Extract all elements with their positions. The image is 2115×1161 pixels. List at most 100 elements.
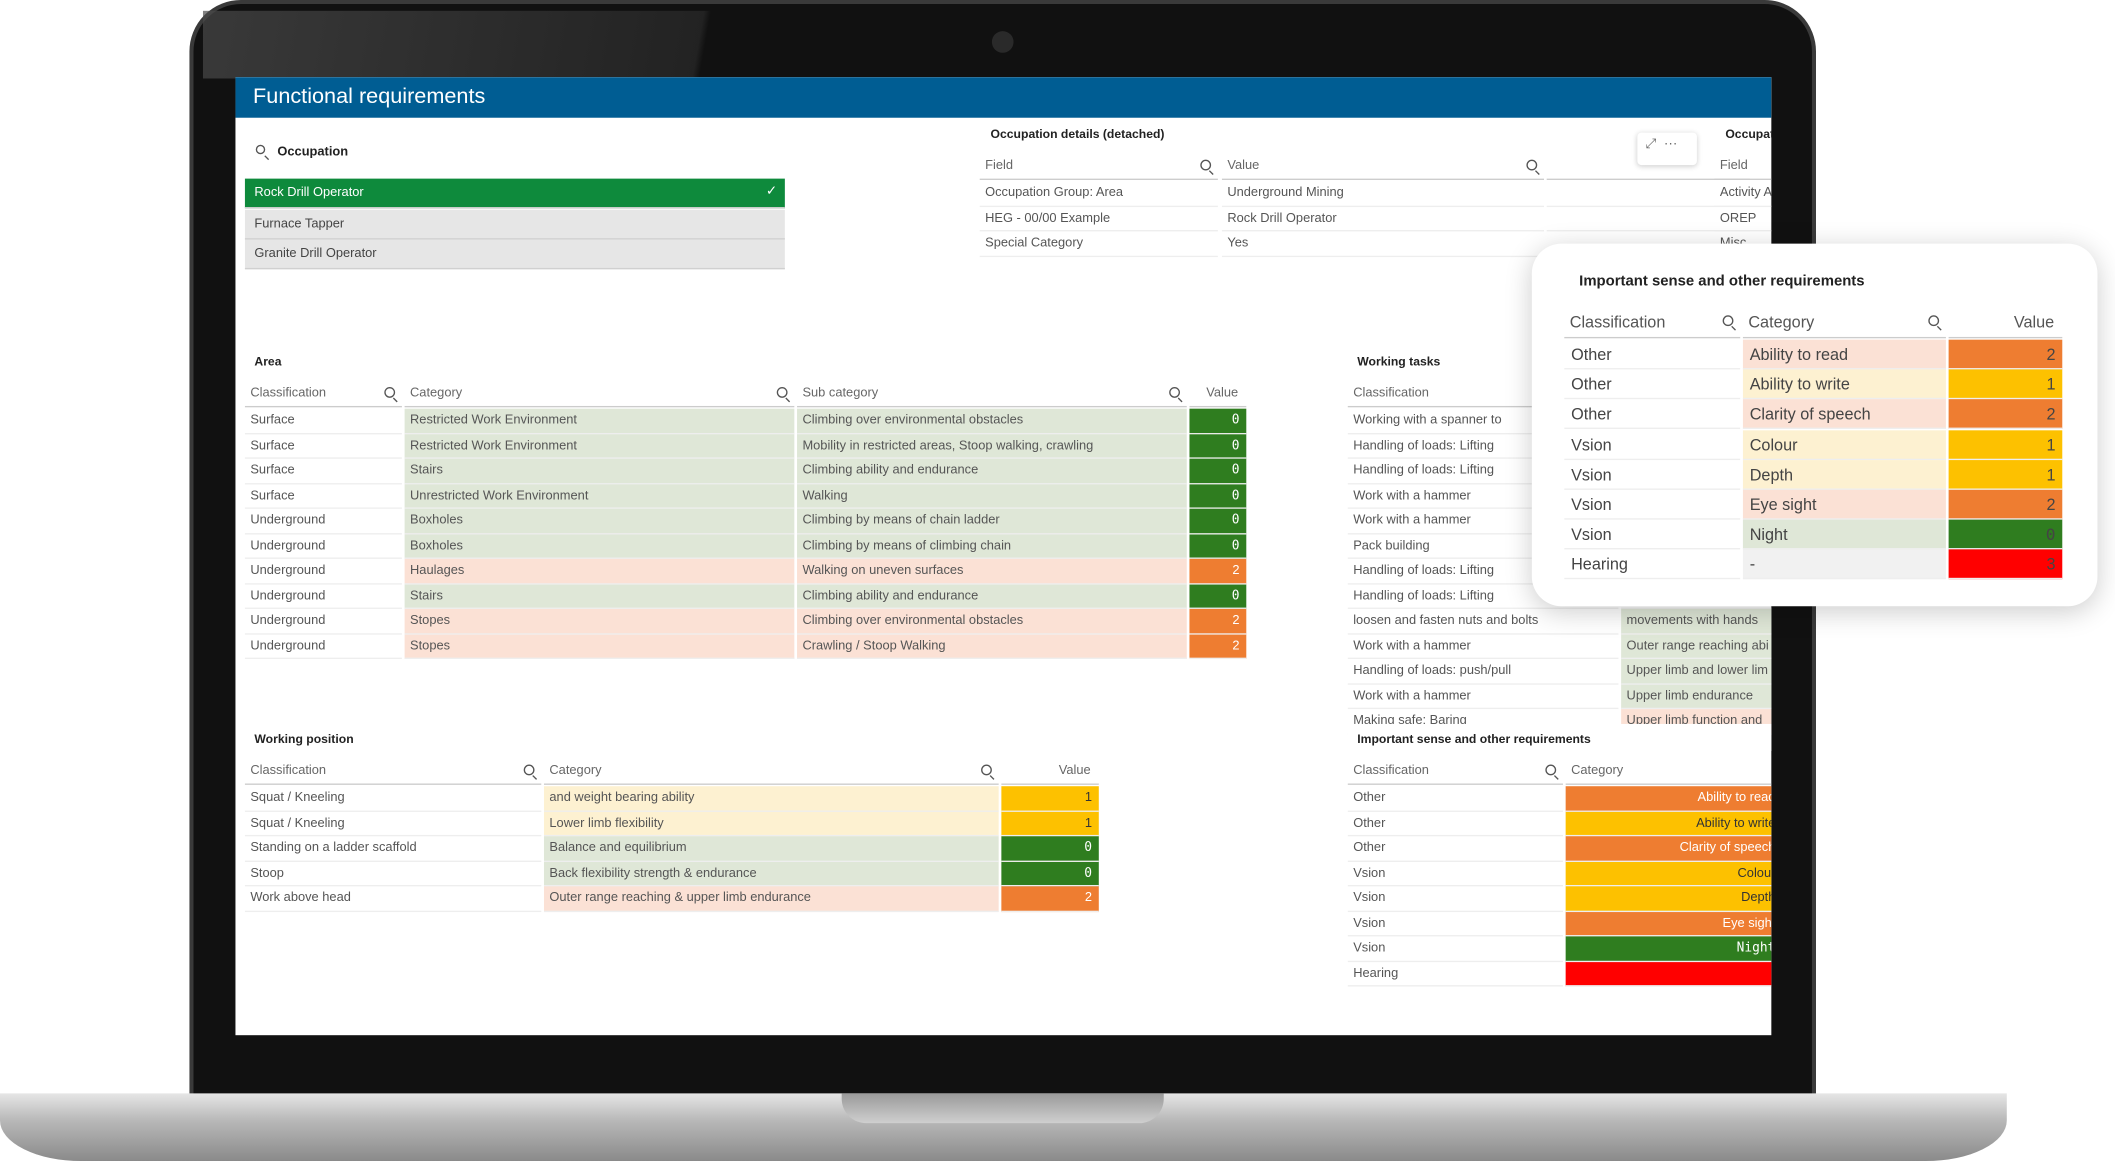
table-cell: Restricted Work Environment bbox=[404, 433, 795, 459]
table-cell: Stopes bbox=[404, 608, 795, 634]
table-cell: Squat / Kneeling bbox=[244, 811, 542, 837]
table-cell: Climbing ability and endurance bbox=[797, 583, 1187, 609]
column-header[interactable]: Value bbox=[1948, 306, 2063, 339]
column-header[interactable]: Field bbox=[1714, 153, 1772, 180]
header-label: Category bbox=[1571, 763, 1624, 779]
column-header[interactable]: Classification bbox=[1564, 306, 1741, 339]
object-toolbar: ⤢ ··· bbox=[1637, 132, 1697, 166]
search-icon[interactable] bbox=[981, 764, 992, 776]
search-icon[interactable] bbox=[523, 764, 535, 776]
table-cell: Ability to write bbox=[1742, 369, 1946, 400]
table-cell: Underground bbox=[244, 609, 402, 634]
table-cell: Underground bbox=[244, 559, 402, 584]
column-header[interactable]: Category bbox=[404, 380, 795, 408]
column-header[interactable]: Sub category bbox=[797, 380, 1187, 408]
occupation-item[interactable]: Granite Drill Operator bbox=[244, 239, 785, 270]
column-header[interactable]: Classification bbox=[1347, 380, 1619, 408]
value-cell: Clarity of speech bbox=[1565, 836, 1772, 862]
expand-icon[interactable]: ⤢ bbox=[1645, 136, 1657, 152]
column-header[interactable]: Value bbox=[1221, 153, 1545, 180]
value-cell: 0 bbox=[1189, 483, 1247, 509]
table-cell: HEG - 00/00 Example bbox=[979, 206, 1218, 232]
table-cell: Surface bbox=[244, 484, 402, 509]
column-header[interactable] bbox=[1546, 153, 1750, 180]
table-cell: Lower limb flexibility bbox=[543, 811, 999, 837]
table-cell bbox=[1546, 206, 1750, 232]
value-cell: 1 bbox=[1948, 369, 2063, 400]
table-cell: Other bbox=[1347, 836, 1563, 862]
laptop-notch bbox=[841, 1093, 1164, 1124]
search-icon[interactable] bbox=[255, 144, 268, 157]
value-cell: 0 bbox=[1948, 519, 2063, 550]
table-cell: Unrestricted Work Environment bbox=[404, 483, 795, 509]
value-cell: 1 bbox=[1001, 786, 1099, 812]
app-screen: Functional requirements Occupation Rock … bbox=[235, 77, 1772, 1036]
column-header[interactable]: Classification bbox=[244, 380, 402, 408]
column-header[interactable]: Value bbox=[1001, 758, 1099, 785]
column-header[interactable]: Classification bbox=[244, 758, 542, 785]
table-cell: Climbing over environmental obstacles bbox=[797, 608, 1187, 634]
occupation-item[interactable]: Furnace Tapper bbox=[244, 209, 785, 239]
search-icon[interactable] bbox=[1545, 764, 1557, 776]
table-cell: Handling of loads: Lifting bbox=[1347, 584, 1619, 609]
search-icon[interactable] bbox=[776, 387, 788, 398]
table-cell: Stairs bbox=[404, 458, 795, 484]
table-cell: loosen and fasten nuts and bolts bbox=[1347, 609, 1619, 634]
more-options-icon[interactable]: ··· bbox=[1663, 136, 1678, 152]
table-cell: Hearing bbox=[1564, 550, 1741, 580]
search-icon[interactable] bbox=[1526, 159, 1538, 171]
page-title: Functional requirements bbox=[235, 77, 1772, 118]
value-cell: 2 bbox=[1948, 489, 2063, 520]
table-cell: Work with a hammer bbox=[1347, 484, 1619, 509]
value-cell: - bbox=[1565, 961, 1772, 987]
value-cell: 2 bbox=[1948, 339, 2063, 370]
header-label: Field bbox=[985, 158, 1013, 174]
bezel-glare bbox=[202, 10, 907, 79]
table-cell: Vsion bbox=[1564, 460, 1741, 490]
search-icon[interactable] bbox=[1928, 315, 1940, 327]
table-cell: Other bbox=[1564, 340, 1741, 370]
table-cell: Eye sight bbox=[1742, 489, 1946, 520]
table-cell: Handling of loads: push/pull bbox=[1347, 659, 1619, 685]
table-cell: Colour bbox=[1742, 429, 1946, 460]
column-header[interactable]: Field bbox=[979, 153, 1218, 180]
value-cell: Night bbox=[1565, 936, 1772, 962]
column-header[interactable]: Value bbox=[1189, 380, 1247, 408]
table-cell: Outer range reaching abi bbox=[1621, 633, 1772, 660]
value-cell: 2 bbox=[1189, 633, 1247, 660]
column-header[interactable]: Category bbox=[1742, 306, 1946, 339]
table-cell: Underground bbox=[244, 634, 402, 660]
table-cell: Outer range reaching & upper limb endura… bbox=[543, 886, 999, 912]
table-cell: Restricted Work Environment bbox=[404, 408, 795, 434]
table-cell: Squat / Kneeling bbox=[244, 786, 542, 812]
table-cell: Handling of loads: Lifting bbox=[1347, 559, 1619, 584]
working-position-title: Working position bbox=[254, 732, 354, 746]
search-icon[interactable] bbox=[384, 387, 396, 398]
search-icon[interactable] bbox=[1200, 159, 1212, 171]
table-cell: Other bbox=[1347, 811, 1563, 837]
table-cell: Hearing bbox=[1347, 961, 1563, 987]
column-header[interactable]: Category bbox=[1565, 758, 1772, 785]
occupation-item[interactable]: Rock Drill Operator bbox=[244, 178, 785, 209]
table-cell: Standing on a ladder scaffold bbox=[244, 836, 542, 862]
table-cell: Stairs bbox=[404, 583, 795, 609]
column-header[interactable]: Classification bbox=[1347, 758, 1563, 785]
table-cell bbox=[1546, 181, 1750, 207]
table-cell: Underground bbox=[244, 509, 402, 534]
table-cell: Vsion bbox=[1347, 936, 1563, 962]
table-cell: Vsion bbox=[1347, 911, 1563, 937]
value-cell: Ability to write bbox=[1565, 811, 1772, 837]
column-header[interactable]: Category bbox=[543, 758, 999, 785]
table-cell: Back flexibility strength & endurance bbox=[543, 861, 999, 887]
occupation-label: Occupation bbox=[277, 144, 349, 160]
table-cell: Other bbox=[1564, 370, 1741, 400]
table-cell: Work with a hammer bbox=[1347, 509, 1619, 534]
search-icon[interactable] bbox=[1722, 315, 1734, 327]
table-cell: Occupation Group: Area bbox=[979, 181, 1218, 207]
table-cell: Other bbox=[1564, 400, 1741, 430]
header-label: Classification bbox=[250, 763, 327, 779]
search-icon[interactable] bbox=[1169, 387, 1180, 398]
table-cell: Other bbox=[1347, 786, 1563, 812]
table-cell: Rock Drill Operator bbox=[1221, 206, 1545, 232]
value-cell: Depth bbox=[1565, 886, 1772, 912]
